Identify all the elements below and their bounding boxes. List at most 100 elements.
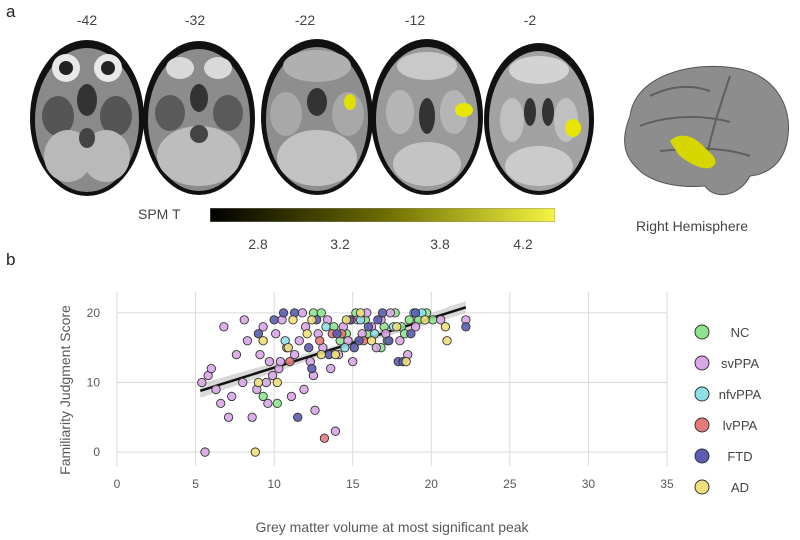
point-svppa [326, 363, 336, 374]
point-svppa [227, 391, 237, 402]
point-lvppa [319, 433, 330, 443]
point-ad [440, 322, 451, 332]
point-svppa [239, 315, 249, 325]
point-svppa [219, 322, 229, 332]
point-svppa [263, 398, 273, 409]
panel-a-label: a [6, 2, 16, 21]
point-ftd [406, 329, 416, 339]
colorbar-tick-3: 3.8 [430, 236, 450, 252]
slice-label-1: -42 [76, 12, 98, 28]
legend: NC svPPA nfvPPA lvPPA FTD AD [694, 324, 762, 495]
point-svppa [297, 308, 308, 318]
legend-marker-nfvppa [694, 386, 710, 402]
colorbar-tick-1: 2.8 [248, 236, 268, 252]
point-svppa [197, 377, 207, 388]
point-svppa [264, 356, 275, 367]
point-nc [258, 391, 268, 402]
right-hemisphere-label: Right Hemisphere [636, 218, 749, 234]
axial-slice-3 [261, 39, 373, 195]
slice-label-5: -2 [523, 12, 537, 28]
point-svppa [258, 322, 268, 332]
point-ad [283, 343, 293, 353]
point-ad [341, 315, 352, 325]
slice-label-4: -12 [404, 12, 426, 28]
x-tick-label: 35 [660, 477, 674, 491]
point-svppa [247, 412, 257, 422]
point-ftd [269, 315, 279, 325]
point-svppa [216, 398, 226, 409]
point-svppa [238, 377, 248, 388]
point-svppa [410, 322, 421, 332]
point-ad [288, 315, 298, 325]
legend-label-ftd: FTD [727, 449, 752, 464]
point-ftd [293, 412, 303, 422]
point-lvppa [285, 356, 295, 367]
legend-label-nfvppa: nfvPPA [719, 387, 762, 402]
tick-labels: 0 5 10 15 20 25 30 35 0 10 20 [87, 306, 674, 491]
data-points [197, 308, 471, 457]
point-svppa [436, 315, 446, 325]
point-nc [272, 398, 282, 409]
point-svppa [200, 447, 210, 457]
point-svppa [231, 349, 242, 360]
colorbar-title: SPM T [138, 206, 181, 222]
point-ftd [332, 329, 342, 339]
point-svppa [371, 343, 381, 353]
point-ad [307, 315, 317, 325]
point-svppa [299, 384, 309, 395]
point-ftd [278, 308, 289, 318]
point-svppa [261, 377, 271, 388]
point-ftd [384, 336, 394, 346]
legend-marker-ftd [694, 448, 710, 464]
point-svppa [294, 336, 304, 346]
axial-slice-2 [143, 41, 255, 195]
point-svppa [395, 336, 405, 346]
legend-marker-svppa [694, 355, 710, 371]
point-ad [253, 377, 264, 388]
point-ad [392, 322, 402, 332]
point-ad [442, 336, 452, 346]
x-axis-label: Grey matter volume at most significant p… [255, 519, 529, 535]
point-svppa [286, 391, 297, 402]
legend-label-nc: NC [731, 325, 750, 340]
point-ftd [363, 322, 374, 332]
point-nc [404, 315, 414, 325]
point-nc [428, 315, 438, 325]
point-ftd [461, 322, 471, 332]
point-ftd [349, 343, 359, 353]
point-ftd [410, 308, 421, 318]
x-tick-label: 30 [582, 477, 596, 491]
point-svppa [271, 329, 281, 339]
point-lvppa [315, 336, 325, 346]
point-svppa [385, 308, 396, 318]
colorbar [210, 208, 555, 222]
point-ad [272, 377, 282, 388]
point-ad [420, 315, 430, 325]
axial-slice-1 [30, 40, 144, 196]
point-ftd [354, 336, 364, 346]
slice-label-2: -32 [184, 12, 206, 28]
point-ftd [253, 329, 264, 339]
point-svppa [289, 349, 300, 360]
x-tick-label: 0 [114, 477, 121, 491]
point-svppa [242, 336, 253, 346]
point-svppa [310, 405, 320, 415]
x-tick-label: 5 [192, 477, 199, 491]
point-svppa [348, 356, 358, 367]
point-ad [250, 447, 260, 457]
point-ad [401, 356, 411, 367]
x-tick-label: 15 [346, 477, 360, 491]
legend-marker-lvppa [694, 417, 710, 433]
point-svppa [267, 370, 278, 381]
legend-marker-ad [694, 479, 710, 495]
panel-b-label: b [6, 250, 16, 269]
point-ad [258, 336, 268, 346]
point-ftd [307, 363, 317, 374]
x-tick-label: 10 [267, 477, 281, 491]
y-axis-label: Familiarity Judgment Score [57, 305, 73, 475]
point-ad [302, 329, 312, 339]
slice-label-3: -22 [294, 12, 316, 28]
point-ad [366, 336, 377, 346]
point-ad [316, 349, 326, 360]
colorbar-tick-2: 3.2 [330, 236, 350, 252]
